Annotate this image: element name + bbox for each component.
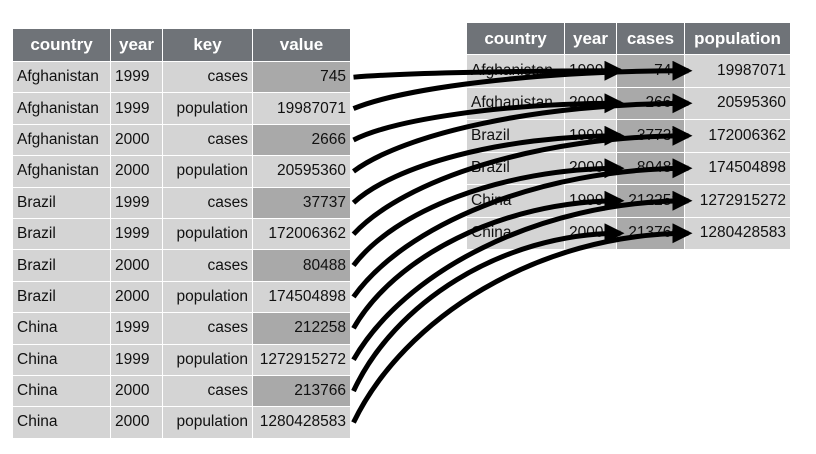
cell-value: 80488: [252, 249, 351, 282]
cell-key: cases: [162, 374, 253, 408]
mapping-arrow: [351, 158, 693, 299]
mapping-arrow: [351, 125, 693, 236]
cell-year: 1999: [110, 343, 163, 376]
table-row: Afghanistan 1999 cases 745: [12, 60, 351, 94]
mapping-arrow: [351, 125, 625, 205]
mapping-arrow: [351, 223, 693, 424]
mapping-arrow: [351, 223, 625, 393]
table-row: Afghanistan 1999 population 19987071: [12, 92, 351, 125]
cell-population: 172006362: [684, 119, 791, 153]
table-row: Brazil 1999 cases 37737: [12, 186, 351, 219]
cell-country: China: [12, 312, 111, 345]
table-row: China 1999 cases 212258: [12, 312, 351, 345]
mapping-arrow: [351, 158, 625, 268]
cell-population: 174504898: [684, 151, 791, 185]
header-country: country: [12, 28, 111, 62]
cell-country: Afghanistan: [12, 60, 111, 94]
cell-value: 2666: [252, 123, 351, 157]
cell-year: 1999: [110, 92, 163, 125]
table-row: Afghanistan 2000 cases 2666: [12, 123, 351, 157]
cell-country: China: [12, 374, 111, 408]
cell-value: 1272915272: [252, 343, 351, 376]
cell-country: Brazil: [12, 217, 111, 251]
cell-year: 2000: [110, 249, 163, 282]
cell-population: 1280428583: [684, 216, 791, 250]
cell-key: population: [162, 155, 253, 188]
cell-key: population: [162, 92, 253, 125]
cell-key: cases: [162, 249, 253, 282]
cell-country: China: [12, 343, 111, 376]
cell-country: Brazil: [12, 249, 111, 282]
cell-key: population: [162, 280, 253, 314]
cell-population: 20595360: [684, 86, 791, 120]
mapping-arrow: [352, 93, 693, 174]
cell-country: Brazil: [12, 280, 111, 314]
mapping-arrow: [351, 190, 625, 330]
cell-year: 2000: [110, 155, 163, 188]
cell-year: 2000: [110, 374, 163, 408]
cell-value: 745: [252, 60, 351, 94]
mapping-arrow: [353, 60, 625, 81]
cell-value: 20595360: [252, 155, 351, 188]
cell-year: 2000: [110, 123, 163, 157]
cell-value: 37737: [252, 186, 351, 219]
table-row: China 2000 cases 213766: [12, 374, 351, 408]
cell-key: population: [162, 406, 253, 439]
header-cases: cases: [616, 22, 685, 55]
mapping-arrow: [352, 93, 625, 143]
cell-country: China: [12, 406, 111, 439]
cell-key: cases: [162, 60, 253, 94]
wide-table-header-row: country year cases population: [466, 22, 791, 55]
cell-year: 1999: [110, 312, 163, 345]
long-table-header-row: country year key value: [12, 28, 351, 62]
cell-year: 1999: [110, 186, 163, 219]
cell-year: 1999: [110, 217, 163, 251]
header-population: population: [684, 22, 791, 55]
cell-value: 1280428583: [252, 406, 351, 439]
mapping-arrow: [351, 190, 693, 361]
cell-key: cases: [162, 123, 253, 157]
cell-country: Afghanistan: [12, 92, 111, 125]
table-row: Brazil 1999 population 172006362: [12, 217, 351, 251]
table-row: Brazil 2000 population 174504898: [12, 280, 351, 314]
long-table: country year key value Afghanistan 1999 ca…: [12, 28, 351, 439]
header-year: year: [564, 22, 617, 55]
header-country: country: [466, 22, 565, 55]
mapping-arrow: [352, 60, 693, 111]
cell-country: Brazil: [12, 186, 111, 219]
cell-country: Afghanistan: [12, 123, 111, 157]
table-row: Brazil 2000 cases 80488: [12, 249, 351, 282]
cell-year: 2000: [110, 406, 163, 439]
cell-value: 213766: [252, 374, 351, 408]
cell-year: 1999: [110, 60, 163, 94]
cell-key: population: [162, 217, 253, 251]
cell-key: cases: [162, 186, 253, 219]
header-value: value: [252, 28, 351, 62]
table-row: China 2000 population 1280428583: [12, 406, 351, 439]
cell-year: 2000: [110, 280, 163, 314]
